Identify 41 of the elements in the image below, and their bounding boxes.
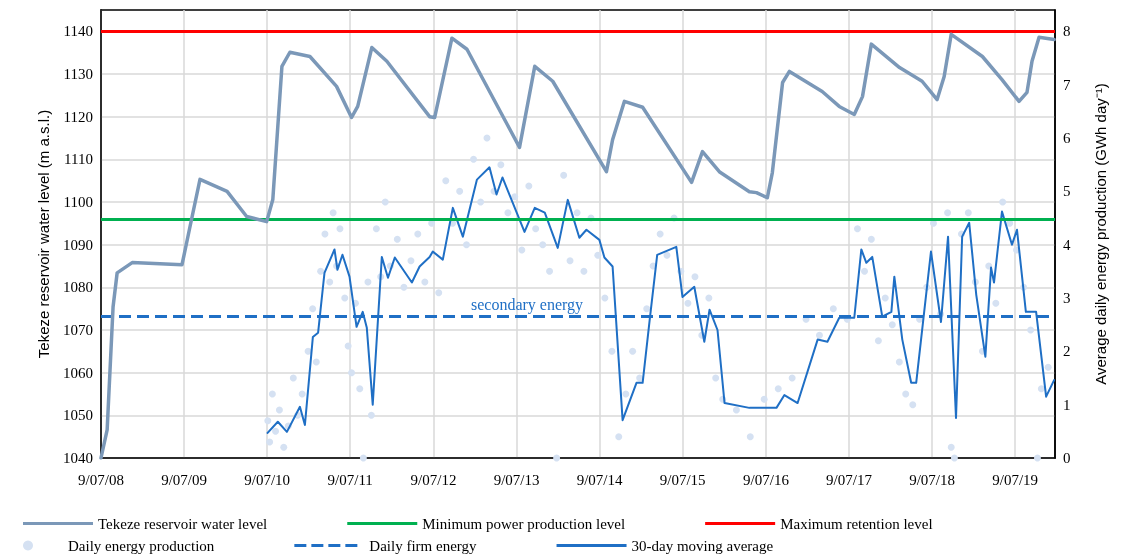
x-tick-label: 9/07/09 [161,471,207,488]
y2-tick-label: 4 [1063,236,1071,253]
y-tick-label: 1070 [63,322,93,338]
y-tick-label: 1110 [64,151,93,168]
x-tick-label: 9/07/10 [244,471,291,488]
annotation: secondary energy [470,295,584,314]
y-tick-label: 1040 [63,450,93,466]
y-tick-label: 1130 [63,66,93,82]
y2-tick-label: 7 [1063,76,1071,93]
y2-axis-title: Average daily energy production (GWh day⁻¹) [1092,83,1109,385]
legend-label: 30-day moving average [631,537,774,554]
x-tick-label: 9/07/16 [743,471,790,488]
x-tick-label: 9/07/11 [327,471,373,488]
y-tick-label: 1120 [63,108,93,125]
legend-label: Tekeze reservoir water level [98,515,268,532]
y-tick-label: 1140 [63,23,93,40]
y2-tick-label: 6 [1063,130,1071,146]
y2-tick-label: 5 [1063,183,1071,200]
legend-label: Daily firm energy [369,537,478,554]
x-tick-label: 9/07/13 [493,471,540,488]
legend-label: Maximum retention level [780,515,933,532]
x-tick-label: 9/07/15 [659,471,706,488]
y2-tick-label: 3 [1063,290,1071,306]
x-tick-label: 9/07/12 [410,471,457,488]
y-tick-label: 1080 [63,279,93,296]
x-tick-label: 9/07/18 [909,471,956,488]
x-tick-label: 9/07/08 [78,471,124,488]
y-axis-title: Tekeze reservoir water level (m a.s.l.) [35,109,52,359]
x-tick-label: 9/07/17 [826,471,873,488]
y2-tick-label: 8 [1063,23,1071,40]
y2-tick-label: 2 [1063,343,1071,360]
legend-label: Minimum power production level [422,515,626,532]
y2-tick-label: 0 [1063,450,1071,466]
y-tick-label: 1060 [63,364,93,381]
x-tick-label: 9/07/19 [992,471,1039,488]
y-tick-label: 1100 [63,194,93,210]
legend-label: Daily energy production [68,537,215,554]
y2-tick-label: 1 [1063,396,1071,413]
y-tick-label: 1050 [63,407,93,424]
x-tick-label: 9/07/14 [576,471,624,488]
y-tick-label: 1090 [63,236,93,253]
